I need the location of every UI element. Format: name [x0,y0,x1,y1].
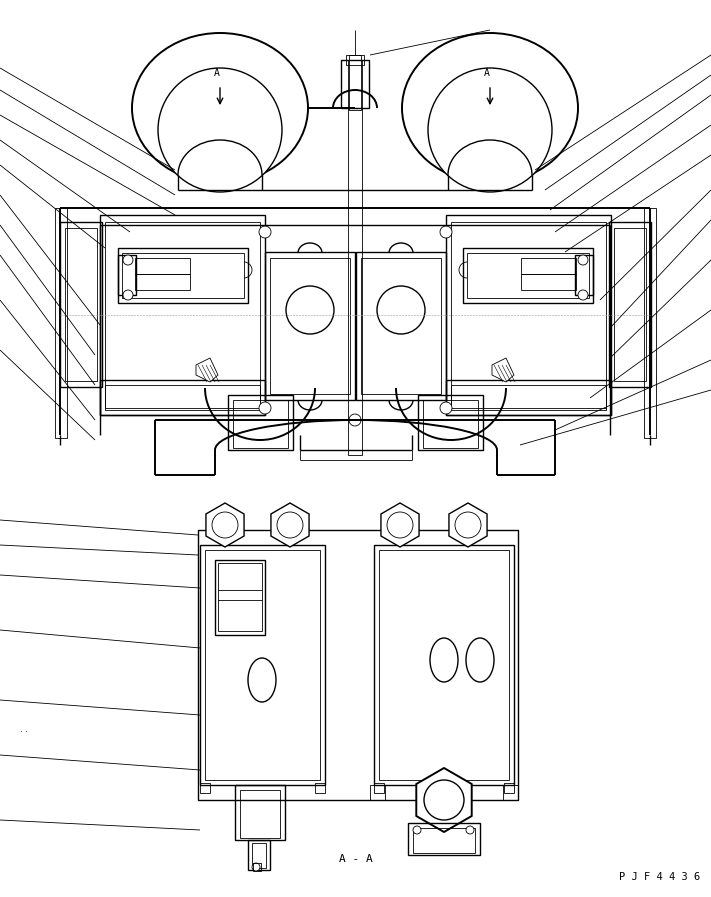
Circle shape [259,226,271,238]
Bar [135,258,190,274]
Bar [265,252,355,400]
Bar [253,863,261,871]
Circle shape [212,512,238,538]
Ellipse shape [466,638,494,682]
Bar [349,55,361,110]
Bar [521,258,576,274]
Circle shape [440,402,452,414]
Bar [215,560,265,635]
Text: A - A: A - A [339,854,373,864]
Bar [614,228,646,381]
Bar [105,385,260,410]
Bar [100,380,265,415]
Bar [467,253,589,298]
Bar [374,783,384,793]
Bar [118,248,248,303]
Text: A: A [484,68,490,78]
Bar [463,248,593,303]
Bar [379,550,509,780]
Bar [451,222,606,408]
Bar [504,783,514,793]
Circle shape [424,780,464,820]
Circle shape [578,290,588,300]
Circle shape [252,863,260,871]
Circle shape [578,255,588,265]
Bar [370,785,385,800]
Bar [346,55,364,65]
Bar [100,215,265,415]
Bar [644,208,656,438]
Bar [55,208,67,438]
Bar [356,252,446,400]
Circle shape [123,290,133,300]
Circle shape [377,286,425,334]
Ellipse shape [430,638,458,682]
Bar [200,783,210,793]
Circle shape [440,226,452,238]
Bar [348,60,362,455]
Circle shape [277,512,303,538]
Bar [252,843,266,868]
Circle shape [259,402,271,414]
Bar [418,395,483,450]
Bar [205,550,320,780]
Circle shape [428,68,552,192]
Bar [235,785,285,840]
Circle shape [158,68,282,192]
Bar [118,255,136,295]
Text: A: A [214,68,220,78]
Polygon shape [449,503,487,547]
Bar [374,545,514,785]
Bar [122,253,244,298]
Bar [361,258,441,394]
Bar [65,228,97,381]
Bar [408,823,480,855]
Bar [446,215,611,415]
Polygon shape [206,503,244,547]
Text: · ·: · · [20,728,28,737]
Bar [135,274,190,290]
Bar [315,783,325,793]
Bar [248,840,270,870]
Polygon shape [492,358,514,382]
Bar [233,400,288,448]
Bar [609,222,651,387]
Bar [240,790,280,838]
Ellipse shape [248,658,276,702]
Circle shape [387,512,413,538]
Polygon shape [271,503,309,547]
Polygon shape [196,358,218,382]
Bar [413,828,475,853]
Bar [521,274,576,290]
Bar [270,258,350,394]
Bar [105,222,260,408]
Bar [423,400,478,448]
Bar [228,395,293,450]
Bar [446,380,611,415]
Circle shape [349,414,361,426]
Bar [218,563,262,631]
Circle shape [123,255,133,265]
Bar [341,60,369,108]
Polygon shape [381,503,419,547]
Bar [575,255,593,295]
Circle shape [413,826,421,834]
Bar [451,385,606,410]
Bar [198,530,518,800]
Bar [60,222,102,387]
Circle shape [455,512,481,538]
Circle shape [286,286,334,334]
Circle shape [466,826,474,834]
Bar [503,785,518,800]
Text: P J F 4 4 3 6: P J F 4 4 3 6 [619,872,700,882]
Polygon shape [416,768,471,832]
Bar [200,545,325,785]
